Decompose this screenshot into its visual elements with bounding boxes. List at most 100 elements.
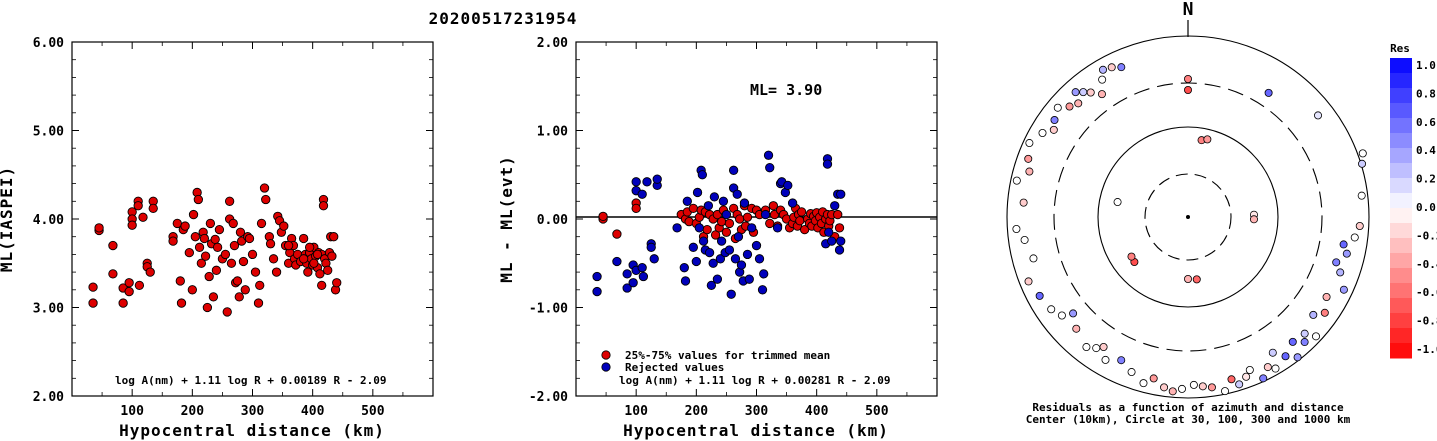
left-data-point	[250, 267, 261, 277]
middle-data-point	[735, 214, 745, 224]
middle-data-point	[833, 209, 843, 220]
polar-data-point	[1314, 111, 1323, 120]
middle-data-point	[612, 229, 622, 239]
left-data-point	[199, 233, 210, 244]
middle-data-point	[703, 201, 714, 211]
polar-data-point	[1098, 75, 1107, 84]
polar-data-point	[1198, 382, 1207, 391]
left-data-point	[124, 278, 134, 288]
left-data-point	[238, 256, 249, 267]
polar-data-point	[1107, 63, 1116, 72]
middle-data-point	[698, 236, 709, 246]
middle-y-tick-label: -1.00	[529, 302, 568, 317]
middle-data-point	[679, 263, 689, 273]
colorbar-cell	[1390, 58, 1412, 74]
polar-data-point	[1207, 383, 1216, 392]
colorbar-tick-label: 0.0	[1416, 201, 1436, 214]
left-y-tick-label: 5.00	[33, 125, 64, 140]
colorbar-tick-label: 1.0	[1416, 59, 1436, 72]
middle-data-point	[718, 196, 729, 206]
middle-data-point	[637, 189, 647, 199]
middle-panel: 100 200 300 400 500 -2.00 -1.00 0.00 1.00 2.00 ML…	[497, 36, 938, 440]
polar-data-point	[1099, 342, 1108, 351]
polar-data-point	[1149, 374, 1158, 383]
polar-data-point	[1117, 63, 1126, 72]
polar-data-point	[1221, 387, 1230, 396]
colorbar-tick-label: -0.6	[1416, 286, 1437, 299]
colorbar-ticks: 1.0 0.8 0.6 0.4 0.2 0.0 -0.2 -0.4 -0.6 -0.8 -1.0	[1416, 59, 1437, 356]
polar-data-point	[1203, 135, 1212, 144]
polar-data-point	[1336, 268, 1345, 277]
middle-data-point	[822, 159, 833, 169]
colorbar: Res 1.0 0.8 0.6 0.4 0.2 0.0 -0.2 -0.4 -0.6 -0.8 -1…	[1390, 42, 1437, 359]
middle-data-point	[688, 203, 698, 214]
middle-points	[592, 150, 846, 299]
left-x-tick-label: 100	[120, 404, 144, 419]
left-y-tick-label: 4.00	[33, 213, 64, 228]
left-data-point	[279, 221, 289, 231]
left-data-point	[94, 223, 104, 233]
colorbar-title: Res	[1390, 42, 1410, 55]
left-data-point	[224, 196, 235, 206]
colorbar-tick-label: -0.8	[1416, 315, 1437, 328]
middle-data-point	[730, 254, 741, 264]
left-data-point	[303, 267, 313, 277]
middle-data-point	[692, 187, 703, 198]
left-x-tick-label: 200	[181, 404, 205, 419]
left-y-tick-label: 3.00	[33, 302, 64, 317]
left-data-point	[253, 298, 264, 308]
polar-data-point	[1309, 310, 1318, 319]
left-data-point	[138, 212, 148, 222]
colorbar-cell	[1390, 148, 1412, 164]
middle-data-point	[652, 174, 662, 184]
left-data-point	[229, 240, 240, 251]
middle-data-point	[836, 236, 846, 246]
left-data-point	[205, 218, 216, 229]
left-x-tick-label: 400	[301, 404, 325, 419]
middle-data-point	[830, 201, 840, 211]
left-data-point	[193, 194, 204, 205]
polar-data-point	[1227, 375, 1236, 384]
left-data-point	[329, 232, 339, 242]
middle-data-point	[721, 209, 732, 220]
middle-data-point	[708, 258, 718, 268]
left-data-point	[327, 251, 337, 261]
polar-data-point	[1029, 254, 1038, 263]
colorbar-cell	[1390, 193, 1412, 209]
left-data-point	[204, 271, 214, 282]
middle-data-point	[631, 177, 641, 187]
left-panel: 100 200 300 400 500 2.00 3.00 4.00 5.00 6.00 log …	[0, 36, 434, 440]
middle-data-point	[646, 242, 656, 252]
left-data-point	[175, 276, 185, 286]
left-data-point	[118, 298, 128, 308]
middle-data-point	[612, 256, 622, 267]
polar-data-point	[1177, 384, 1186, 393]
polar-data-point	[1099, 65, 1108, 74]
legend-marker-red	[601, 350, 611, 360]
middle-data-point	[759, 269, 769, 279]
polar-data-point	[1057, 311, 1066, 320]
polar-data-point	[1245, 365, 1254, 374]
middle-data-point	[765, 218, 775, 229]
polar-data-point	[1235, 380, 1244, 389]
middle-data-point	[747, 223, 757, 233]
middle-data-point	[728, 165, 739, 175]
left-data-point	[220, 249, 231, 260]
left-data-point	[232, 276, 243, 286]
colorbar-tick-label: 0.4	[1416, 144, 1436, 157]
left-data-point	[168, 236, 178, 246]
middle-data-point	[649, 254, 659, 264]
middle-data-point	[742, 249, 753, 260]
colorbar-cell	[1390, 73, 1412, 89]
middle-data-point	[598, 211, 608, 221]
polar-data-point	[1053, 103, 1062, 112]
left-y-tick-label: 6.00	[33, 36, 64, 51]
polar-data-point	[1113, 198, 1122, 207]
polar-data-point	[1019, 198, 1028, 207]
polar-data-point	[1049, 125, 1058, 134]
middle-data-point	[834, 245, 845, 255]
middle-y-tick-label: 1.00	[537, 125, 568, 140]
left-data-point	[187, 285, 197, 295]
polar-data-point	[1264, 88, 1273, 97]
middle-formula: log A(nm) + 1.11 log R + 0.00281 R - 2.0…	[619, 374, 891, 387]
